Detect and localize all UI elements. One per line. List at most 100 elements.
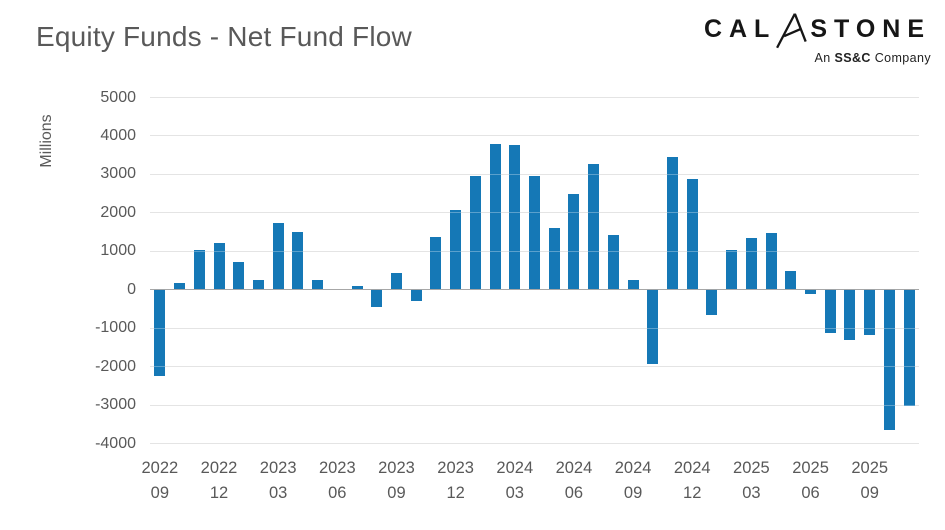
y-tick-5000: 5000	[100, 88, 136, 106]
chart-title: Equity Funds - Net Fund Flow	[36, 21, 412, 52]
x-tick-year: 2023	[378, 459, 415, 477]
gridline-overlay	[150, 404, 919, 406]
tagline-company: Company	[870, 51, 931, 65]
bar-2023-01	[233, 261, 245, 290]
x-tick-year: 2024	[673, 459, 711, 477]
bar-2024-06	[568, 194, 580, 290]
x-tick-year: 2025	[733, 459, 770, 477]
bar-2022-11	[193, 250, 205, 290]
y-tick-1000: 1000	[100, 242, 136, 260]
x-tick-2025-09: 2025 09	[838, 456, 902, 506]
x-tick-month: 09	[623, 484, 643, 502]
x-tick-year: 2022	[141, 459, 179, 477]
x-tick-month: 12	[209, 484, 229, 502]
x-tick-month: 06	[328, 484, 347, 502]
bar-2023-05	[312, 279, 324, 290]
bar-2024-09	[627, 280, 639, 290]
wordmark-stone: STONE	[810, 15, 931, 43]
x-tick-2023-12: 2023 12	[424, 456, 488, 506]
bar-2025-01	[706, 289, 718, 316]
bar-2023-12	[450, 210, 462, 290]
bar-2024-10	[647, 289, 659, 364]
bar-2022-10	[174, 283, 186, 290]
bar-2024-07	[588, 164, 600, 290]
x-tick-year: 2024	[496, 459, 534, 477]
x-tick-2024-03: 2024 03	[483, 456, 547, 506]
x-tick-month: 09	[860, 484, 879, 502]
x-tick-2023-03: 2023 03	[246, 456, 310, 506]
bar-2023-09	[390, 272, 402, 290]
bar-2023-02	[252, 279, 264, 290]
bar-2023-11	[430, 236, 442, 290]
bar-2025-03	[745, 238, 757, 290]
x-tick-month: 06	[564, 484, 584, 502]
calastone-logo: CAL STONE An SS&C Company	[703, 13, 931, 65]
ssc-tagline: An SS&C Company	[704, 51, 931, 65]
x-tick-year: 2025	[792, 459, 829, 477]
x-tick-month: 06	[801, 484, 820, 502]
bar-2025-02	[726, 250, 738, 290]
gridline-overlay	[150, 289, 919, 291]
gridline-overlay	[150, 97, 919, 98]
x-tick-2022-09: 2022 09	[128, 456, 192, 506]
bar-2025-08	[844, 289, 856, 340]
tagline-ssc: SS&C	[834, 51, 871, 65]
gridline	[150, 327, 919, 329]
bar-2024-12	[686, 179, 698, 290]
gridline	[150, 97, 919, 98]
x-tick-month: 12	[446, 484, 465, 502]
y-tick--4000: -4000	[95, 434, 136, 452]
bar-2025-09	[864, 289, 876, 336]
y-tick--1000: -1000	[95, 319, 136, 337]
x-tick-year: 2023	[437, 459, 474, 477]
x-tick-year: 2025	[851, 459, 889, 477]
bar-2023-03	[272, 222, 284, 290]
x-tick-year: 2024	[614, 459, 652, 477]
gridline-overlay	[150, 366, 919, 368]
x-tick-month: 09	[150, 484, 170, 502]
bar-2024-04	[529, 175, 540, 290]
bar-2025-07	[824, 289, 836, 334]
bar-2025-11	[903, 289, 915, 407]
y-axis-title: Millions	[38, 114, 55, 168]
calastone-arrow-a-icon	[776, 13, 808, 49]
x-tick-year: 2022	[200, 459, 238, 477]
bar-2025-10	[883, 289, 895, 430]
bar-2024-02	[489, 143, 501, 290]
bar-2024-05	[548, 228, 560, 290]
x-tick-2023-09: 2023 09	[364, 456, 428, 506]
bar-2022-12	[213, 243, 225, 290]
gridline-overlay	[150, 443, 919, 444]
gridline-overlay	[150, 327, 919, 329]
bar-2022-09	[154, 289, 166, 376]
y-tick-2000: 2000	[100, 203, 136, 221]
bar-2023-08	[371, 289, 383, 307]
x-tick-2024-12: 2024 12	[660, 456, 724, 506]
x-tick-month: 03	[268, 484, 288, 502]
wordmark-cal: CAL	[703, 15, 777, 43]
bar-2023-07	[351, 286, 363, 290]
x-tick-2024-09: 2024 09	[601, 456, 665, 506]
gridline-overlay	[150, 135, 919, 137]
x-tick-month: 09	[387, 484, 406, 502]
gridline-overlay	[150, 173, 919, 175]
bar-2025-05	[785, 271, 797, 290]
x-tick-2024-06: 2024 06	[542, 456, 606, 506]
x-tick-2025-03: 2025 03	[719, 456, 783, 506]
gridline	[150, 366, 919, 368]
x-tick-year: 2023	[259, 459, 297, 477]
y-tick-4000: 4000	[100, 126, 136, 144]
x-tick-year: 2024	[555, 459, 593, 477]
bar-2025-06	[805, 289, 817, 295]
bar-2023-04	[292, 231, 304, 290]
bar-2024-01	[469, 175, 481, 290]
x-tick-year: 2023	[318, 459, 356, 477]
gridline	[150, 404, 919, 406]
calastone-wordmark: CAL STONE	[703, 13, 931, 50]
bar-2024-03	[509, 144, 521, 290]
gridline	[150, 173, 919, 175]
y-tick-3000: 3000	[100, 165, 136, 183]
bar-2025-04	[765, 233, 777, 290]
gridline	[150, 135, 919, 137]
